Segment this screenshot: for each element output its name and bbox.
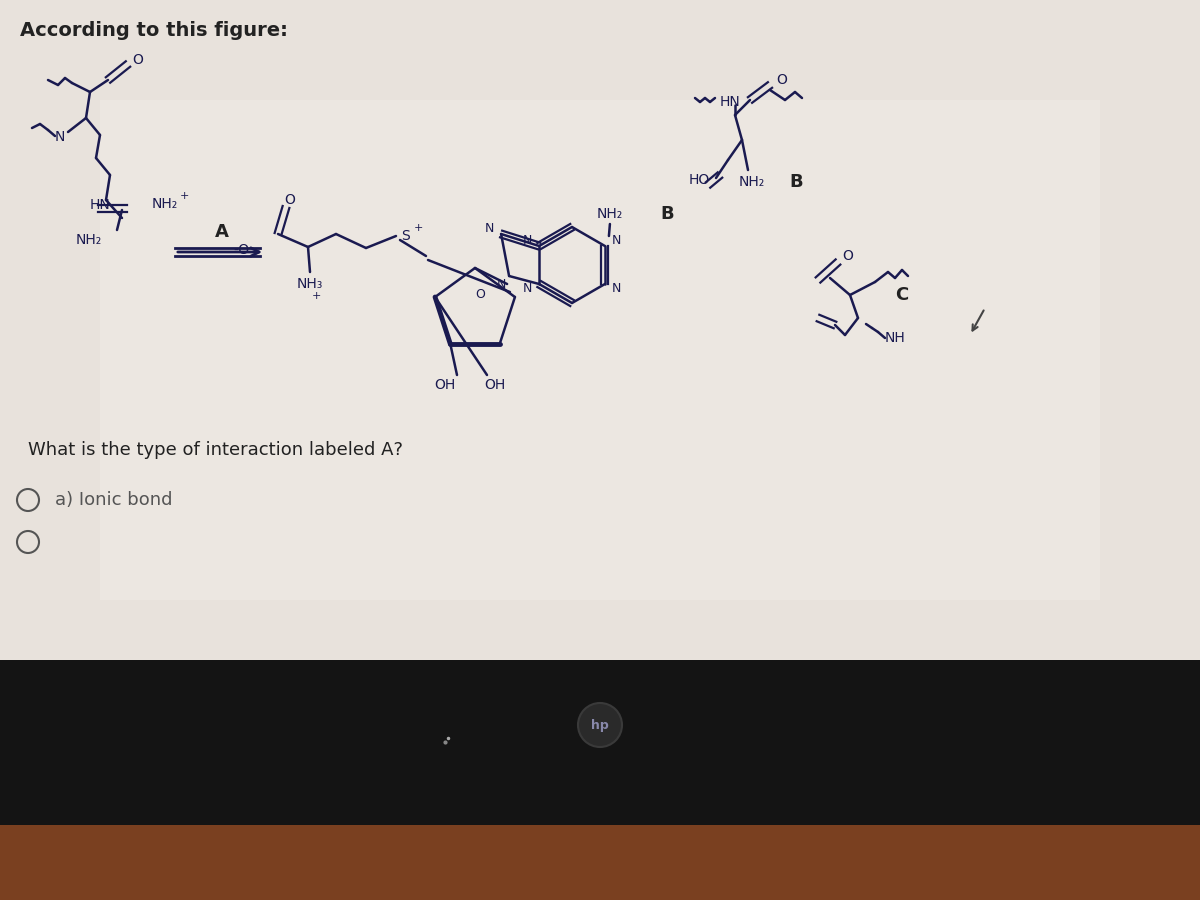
Text: A: A (215, 223, 229, 241)
Text: HO: HO (689, 173, 710, 187)
Text: N: N (612, 283, 622, 295)
Text: NH₃: NH₃ (296, 277, 323, 291)
Bar (0, 655, 1200, 825)
Text: NH₂: NH₂ (76, 233, 102, 247)
Text: N: N (55, 130, 65, 144)
Text: What is the type of interaction labeled A?: What is the type of interaction labeled … (28, 441, 403, 459)
Text: O: O (776, 73, 787, 87)
Text: N: N (522, 235, 532, 248)
Text: O: O (284, 193, 295, 207)
Text: N: N (497, 277, 505, 291)
Bar (100, 100, 1100, 600)
Text: C: C (895, 286, 908, 304)
Text: OH: OH (485, 378, 505, 392)
Text: O: O (132, 53, 144, 67)
Text: NH₂: NH₂ (152, 197, 179, 211)
Text: N: N (522, 283, 532, 295)
Circle shape (578, 703, 622, 747)
Text: HN: HN (89, 198, 110, 212)
Text: HN: HN (720, 95, 740, 109)
Text: NH₂: NH₂ (596, 207, 623, 221)
Text: +: + (180, 191, 190, 201)
Text: a) Ionic bond: a) Ionic bond (55, 491, 173, 509)
Text: According to this figure:: According to this figure: (20, 21, 288, 40)
Bar (0, 0, 1200, 660)
Text: O: O (842, 249, 853, 263)
Text: hp: hp (592, 718, 608, 732)
Text: -O: -O (234, 243, 250, 257)
Bar (0, 820, 1200, 900)
Text: N: N (612, 235, 622, 248)
Text: N: N (485, 222, 493, 236)
Text: NH₂: NH₂ (739, 175, 766, 189)
Text: B: B (660, 205, 673, 223)
Text: OH: OH (434, 378, 456, 392)
Text: NH: NH (886, 331, 906, 345)
Text: +: + (413, 223, 422, 233)
Text: O: O (475, 289, 485, 302)
Text: S: S (402, 229, 410, 243)
Text: B: B (790, 173, 803, 191)
Text: +: + (311, 291, 320, 301)
